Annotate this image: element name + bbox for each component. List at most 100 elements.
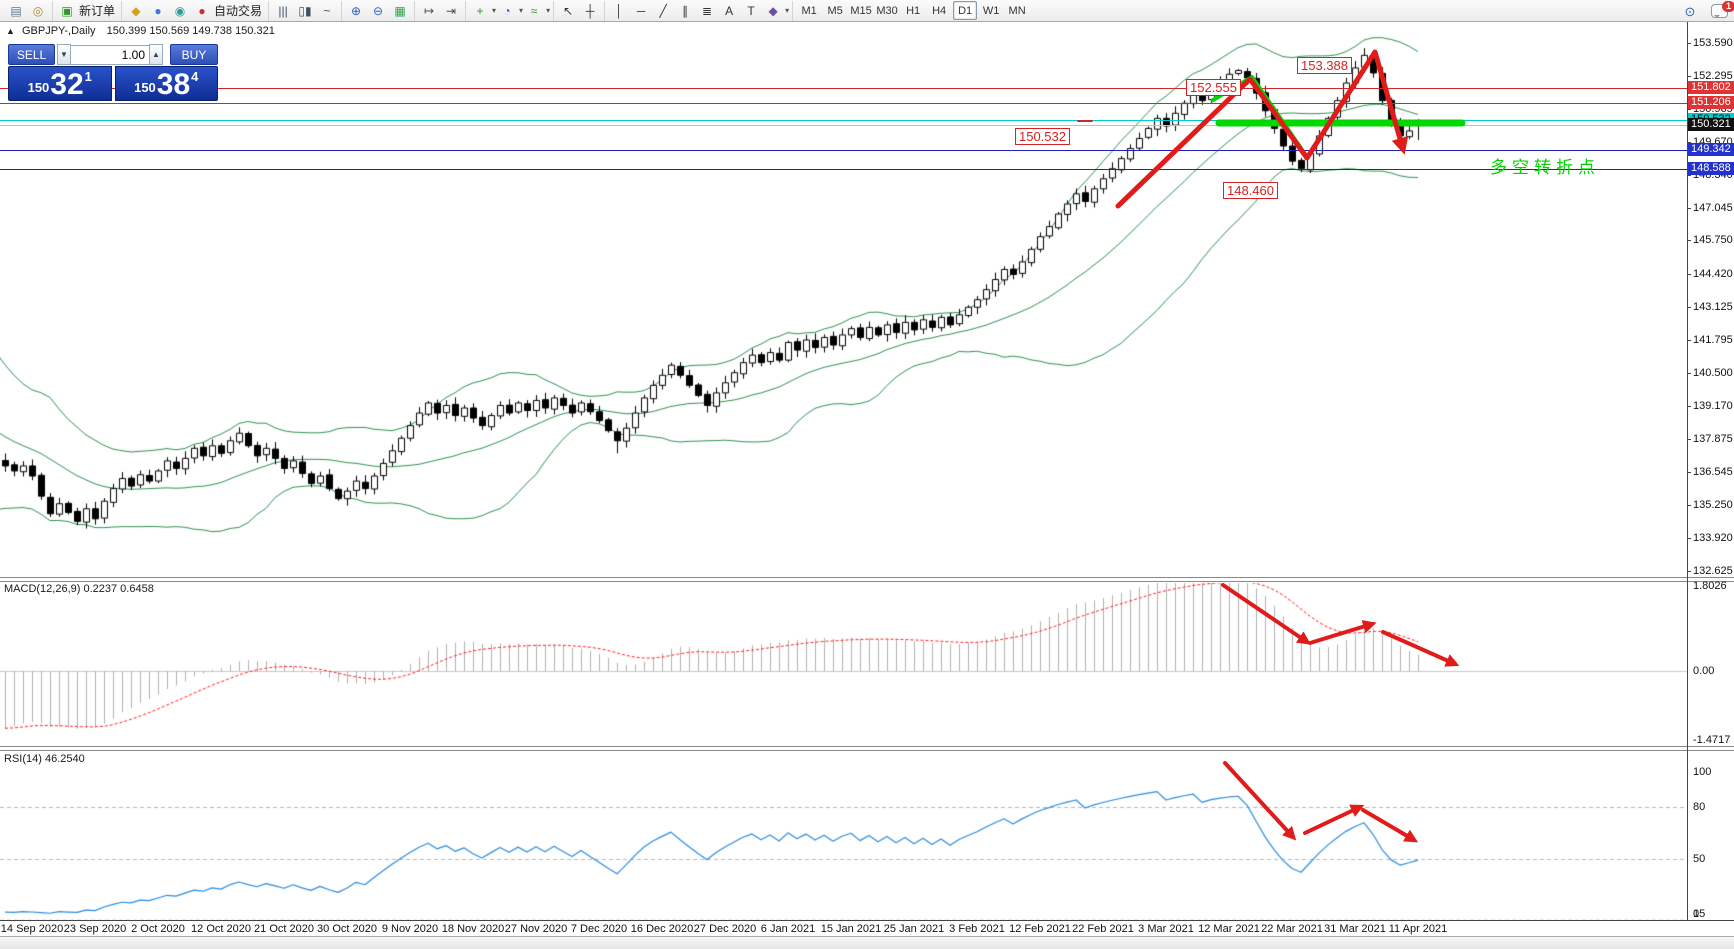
- autotrade-icon[interactable]: ●: [198, 3, 206, 18]
- annotation-price-label-153.388[interactable]: 153.388: [1297, 57, 1352, 74]
- horizontal-line-148.588[interactable]: [0, 169, 1687, 170]
- axis-tick: [1687, 208, 1691, 209]
- new-order-icon-label[interactable]: 新订单: [79, 4, 116, 18]
- toolbar: ▤ ◎ ▣ 新订单 ◆ ● ◉ ● 自动交易 ||| ▯▮ ~ ⊕ ⊖ ▦ ↦ ⇥ + ▾ ◔ ▾ ≈ ▾ ↖ ┼ │ ─ ╱ ∥ ≣ A T…: [0, 0, 1734, 22]
- styler-icon[interactable]: ◆: [131, 3, 141, 18]
- rsi-axis-label: 50: [1693, 853, 1706, 865]
- volume-input[interactable]: [71, 44, 149, 65]
- buy-price[interactable]: 150 38 4: [114, 66, 218, 101]
- horizontal-line-icon[interactable]: ─: [636, 3, 646, 18]
- notifications-icon[interactable]: 1: [1711, 1, 1734, 18]
- symbol-search-icon[interactable]: ◎: [32, 3, 44, 18]
- volume-down-button[interactable]: ▼: [57, 44, 71, 65]
- axis-tick: [1687, 373, 1691, 374]
- date-tick-label: 12 Oct 2020: [191, 923, 251, 935]
- timeframe-m5-button[interactable]: M5: [827, 4, 843, 17]
- turning-point-annotation[interactable]: 多空转折点: [1490, 158, 1600, 177]
- timeframe-h4-button[interactable]: H4: [932, 4, 947, 17]
- pane-separator[interactable]: [0, 577, 1734, 582]
- indicators-icon-caret[interactable]: ▾: [492, 6, 497, 15]
- tile-windows-icon[interactable]: ▦: [394, 3, 406, 18]
- auto-scroll-icon[interactable]: ⇥: [446, 3, 457, 18]
- timeframe-m30-button[interactable]: M30: [876, 4, 898, 17]
- axis-tick: [1687, 240, 1691, 241]
- rsi-axis-label: 0: [1693, 908, 1700, 920]
- ohlc-values: 150.399 150.569 149.738 150.321: [106, 25, 275, 37]
- candlestick-chart-icon[interactable]: ▯▮: [298, 3, 312, 18]
- timeframe-w1-button[interactable]: W1: [982, 4, 1000, 17]
- rsi-pane-canvas[interactable]: [0, 750, 1687, 920]
- search-icon[interactable]: ⊙: [1684, 3, 1696, 19]
- buy-price-sup: 4: [191, 69, 199, 84]
- axis-tick: [1687, 142, 1691, 143]
- vertical-line-icon[interactable]: │: [615, 3, 623, 18]
- timeframe-h1-button[interactable]: H1: [906, 4, 921, 17]
- new-order-icon[interactable]: ▣: [61, 3, 73, 18]
- templates-icon-caret[interactable]: ▾: [546, 6, 551, 15]
- timeframe-m15-button[interactable]: M15: [850, 4, 872, 17]
- annotation-price-label-152.555[interactable]: 152.555: [1186, 79, 1241, 96]
- zoom-out-icon[interactable]: ⊖: [373, 3, 384, 18]
- annotation-price-label-150.532[interactable]: 150.532: [1015, 128, 1070, 145]
- text-icon[interactable]: A: [725, 3, 734, 18]
- horizontal-line-150.321[interactable]: [0, 125, 1687, 126]
- date-tick-label: 27 Nov 2020: [504, 923, 568, 935]
- indicators-icon[interactable]: +: [476, 3, 484, 18]
- pane-separator[interactable]: [0, 746, 1734, 751]
- chart-shift-icon[interactable]: ↦: [424, 3, 435, 18]
- channel-icon[interactable]: ∥: [682, 3, 689, 18]
- fibonacci-icon[interactable]: ≣: [702, 3, 713, 18]
- horizontal-line-151.206[interactable]: [0, 103, 1687, 104]
- sell-button[interactable]: SELL: [8, 44, 55, 65]
- macd-indicator-label: MACD(12,26,9) 0.2237 0.6458: [4, 583, 154, 595]
- axis-tick: [1687, 571, 1691, 572]
- arrows-icon[interactable]: ◆: [768, 3, 778, 18]
- annotation-price-label-148.460[interactable]: 148.460: [1223, 182, 1278, 199]
- price-tick-label: 139.170: [1693, 400, 1733, 412]
- buy-price-big: 38: [156, 68, 191, 101]
- chart-ohlc-header: ▲ GBPJPY-,Daily 150.399 150.569 149.738 …: [6, 25, 275, 37]
- rsi-axis-label: 80: [1693, 801, 1706, 813]
- cursor-icon[interactable]: ↖: [563, 3, 574, 18]
- date-tick-label: 3 Feb 2021: [949, 923, 1005, 935]
- date-tick-label: 11 Apr 2021: [1388, 923, 1448, 935]
- trendline-icon[interactable]: ╱: [659, 3, 667, 18]
- rsi-axis-label: 100: [1693, 766, 1712, 778]
- price-tick-label: 144.420: [1693, 268, 1733, 280]
- line-chart-icon[interactable]: ~: [323, 3, 331, 18]
- date-tick-label: 27 Dec 2020: [693, 923, 757, 935]
- sell-price[interactable]: 150 32 1: [8, 66, 112, 101]
- timeframe-d1-button[interactable]: D1: [953, 1, 978, 20]
- community-icon[interactable]: ●: [154, 3, 162, 18]
- date-tick-label: 9 Nov 2020: [381, 923, 439, 935]
- horizontal-line-149.342[interactable]: [0, 150, 1687, 151]
- templates-icon[interactable]: ≈: [530, 3, 538, 18]
- periods-icon-caret[interactable]: ▾: [519, 6, 524, 15]
- timeframe-mn-button[interactable]: MN: [1008, 4, 1026, 17]
- date-tick-label: 15 Jan 2021: [820, 923, 882, 935]
- charts-toggle-icon[interactable]: ▤: [10, 3, 22, 18]
- periods-icon[interactable]: ◔: [503, 3, 511, 18]
- buy-button[interactable]: BUY: [170, 44, 218, 65]
- one-click-trading-panel: SELL ▼ ▲ BUY 150 32 1 150 38 4: [8, 44, 218, 101]
- horizontal-line-151.802[interactable]: [0, 88, 1687, 89]
- main-chart-canvas[interactable]: [0, 22, 1687, 578]
- arrows-icon-caret[interactable]: ▾: [785, 6, 790, 15]
- axis-tick: [1687, 274, 1691, 275]
- date-tick-label: 2 Oct 2020: [131, 923, 185, 935]
- signals-icon[interactable]: ◉: [174, 3, 186, 18]
- date-tick-label: 23 Sep 2020: [63, 923, 127, 935]
- zoom-in-icon[interactable]: ⊕: [351, 3, 362, 18]
- label-icon[interactable]: T: [747, 3, 755, 18]
- crosshair-icon[interactable]: ┼: [585, 3, 595, 18]
- collapse-panel-icon[interactable]: ▲: [6, 26, 15, 36]
- axis-tick: [1687, 538, 1691, 539]
- volume-up-button[interactable]: ▲: [149, 44, 163, 65]
- timeframe-m1-button[interactable]: M1: [801, 4, 817, 17]
- axis-tick: [1687, 505, 1691, 506]
- date-tick-label: 18 Nov 2020: [441, 923, 505, 935]
- horizontal-line-150.532[interactable]: [0, 120, 1687, 121]
- autotrade-icon-label[interactable]: 自动交易: [214, 4, 263, 18]
- bar-chart-icon[interactable]: |||: [278, 3, 288, 18]
- macd-pane-canvas[interactable]: [0, 581, 1687, 745]
